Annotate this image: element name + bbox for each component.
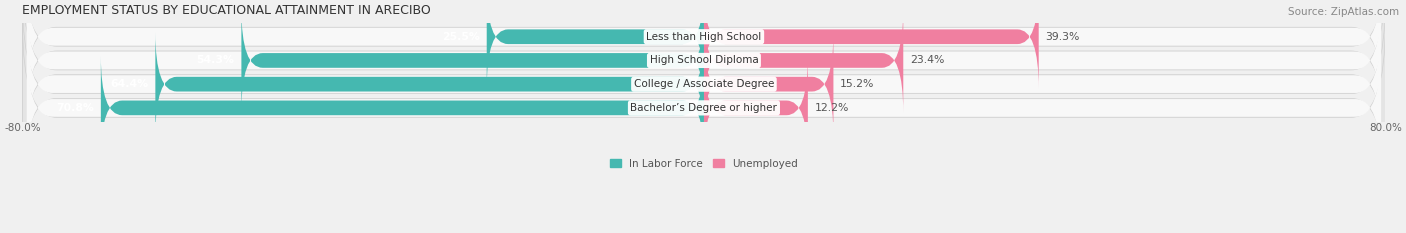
FancyBboxPatch shape (101, 56, 704, 160)
FancyBboxPatch shape (27, 22, 1381, 147)
Text: EMPLOYMENT STATUS BY EDUCATIONAL ATTAINMENT IN ARECIBO: EMPLOYMENT STATUS BY EDUCATIONAL ATTAINM… (22, 4, 432, 17)
Legend: In Labor Force, Unemployed: In Labor Force, Unemployed (610, 159, 797, 169)
FancyBboxPatch shape (704, 32, 834, 136)
Text: 70.8%: 70.8% (56, 103, 94, 113)
Text: High School Diploma: High School Diploma (650, 55, 758, 65)
FancyBboxPatch shape (22, 23, 1385, 193)
FancyBboxPatch shape (27, 45, 1381, 170)
FancyBboxPatch shape (704, 56, 808, 160)
FancyBboxPatch shape (704, 0, 1039, 89)
Text: 39.3%: 39.3% (1046, 32, 1080, 42)
Text: Source: ZipAtlas.com: Source: ZipAtlas.com (1288, 7, 1399, 17)
FancyBboxPatch shape (242, 9, 704, 112)
Text: Bachelor’s Degree or higher: Bachelor’s Degree or higher (630, 103, 778, 113)
Text: Less than High School: Less than High School (647, 32, 762, 42)
FancyBboxPatch shape (22, 0, 1385, 122)
Text: 54.3%: 54.3% (197, 55, 235, 65)
Text: 25.5%: 25.5% (441, 32, 479, 42)
Text: 23.4%: 23.4% (910, 55, 945, 65)
Text: 12.2%: 12.2% (814, 103, 849, 113)
FancyBboxPatch shape (486, 0, 704, 89)
FancyBboxPatch shape (22, 0, 1385, 146)
FancyBboxPatch shape (27, 0, 1381, 99)
FancyBboxPatch shape (22, 0, 1385, 170)
FancyBboxPatch shape (156, 32, 704, 136)
FancyBboxPatch shape (704, 9, 903, 112)
Text: 64.4%: 64.4% (111, 79, 149, 89)
FancyBboxPatch shape (27, 0, 1381, 123)
Text: 15.2%: 15.2% (841, 79, 875, 89)
Text: College / Associate Degree: College / Associate Degree (634, 79, 775, 89)
